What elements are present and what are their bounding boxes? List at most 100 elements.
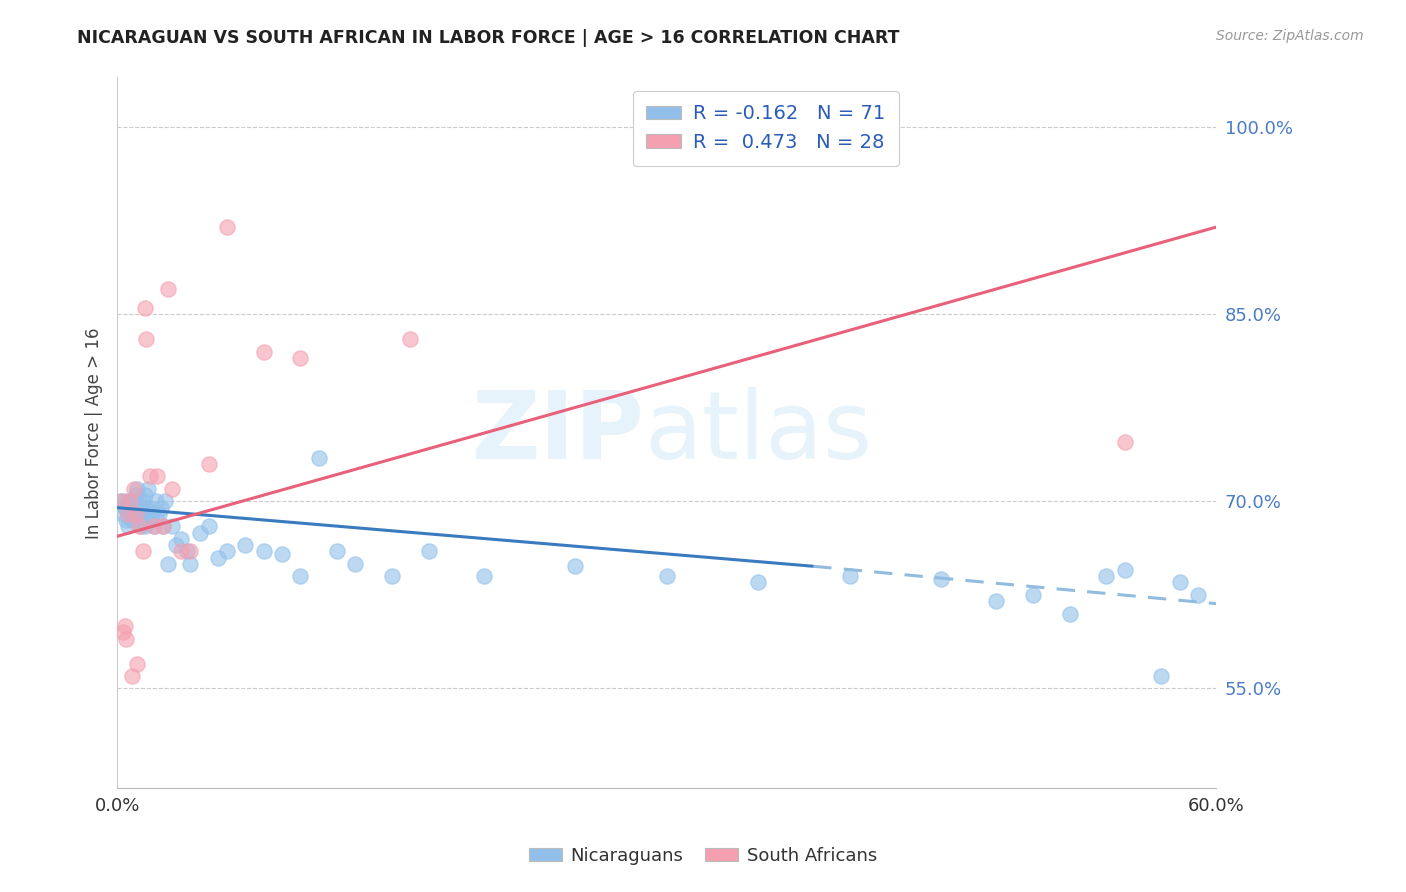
Point: [139, 469, 162, 483]
Point: [127, 482, 149, 496]
Point: [118, 494, 141, 508]
Point: [1095, 569, 1118, 583]
Point: [117, 507, 139, 521]
Point: [135, 500, 157, 515]
Point: [134, 519, 156, 533]
Text: NICARAGUAN VS SOUTH AFRICAN IN LABOR FORCE | AGE > 16 CORRELATION CHART: NICARAGUAN VS SOUTH AFRICAN IN LABOR FOR…: [77, 29, 900, 46]
Point: [381, 569, 404, 583]
Point: [157, 557, 180, 571]
Point: [290, 569, 312, 583]
Point: [121, 500, 143, 515]
Point: [1150, 669, 1173, 683]
Point: [152, 519, 174, 533]
Point: [326, 544, 349, 558]
Point: [271, 547, 294, 561]
Point: [127, 657, 149, 671]
Point: [142, 519, 165, 533]
Point: [117, 509, 139, 524]
Point: [564, 559, 586, 574]
Point: [1168, 575, 1191, 590]
Point: [139, 513, 162, 527]
Point: [134, 301, 156, 315]
Point: [655, 569, 678, 583]
Point: [114, 619, 136, 633]
Point: [207, 550, 229, 565]
Point: [931, 572, 953, 586]
Point: [122, 482, 145, 496]
Point: [217, 544, 239, 558]
Point: [142, 519, 165, 533]
Point: [197, 519, 219, 533]
Point: [145, 494, 167, 508]
Point: [118, 504, 141, 518]
Point: [253, 344, 276, 359]
Text: atlas: atlas: [645, 387, 873, 479]
Text: ZIP: ZIP: [472, 387, 645, 479]
Point: [117, 519, 139, 533]
Point: [114, 500, 136, 515]
Point: [115, 500, 138, 515]
Point: [122, 507, 145, 521]
Point: [146, 469, 169, 483]
Point: [141, 507, 163, 521]
Point: [170, 544, 193, 558]
Point: [129, 500, 152, 515]
Y-axis label: In Labor Force | Age > 16: In Labor Force | Age > 16: [86, 327, 103, 539]
Point: [121, 669, 143, 683]
Point: [118, 494, 141, 508]
Point: [122, 497, 145, 511]
Point: [111, 625, 134, 640]
Point: [165, 538, 187, 552]
Point: [838, 569, 860, 583]
Point: [136, 482, 159, 496]
Point: [129, 519, 152, 533]
Point: [115, 632, 138, 646]
Point: [157, 282, 180, 296]
Point: [150, 500, 173, 515]
Point: [128, 494, 150, 508]
Point: [1114, 563, 1136, 577]
Point: [290, 351, 312, 365]
Point: [179, 557, 201, 571]
Point: [128, 509, 150, 524]
Point: [418, 544, 440, 558]
Point: [197, 457, 219, 471]
Point: [160, 519, 183, 533]
Point: [188, 525, 211, 540]
Point: [114, 494, 136, 508]
Point: [115, 513, 138, 527]
Point: [747, 575, 769, 590]
Point: [1187, 588, 1209, 602]
Point: [344, 557, 367, 571]
Point: [170, 532, 193, 546]
Point: [308, 450, 330, 465]
Text: Source: ZipAtlas.com: Source: ZipAtlas.com: [1216, 29, 1364, 43]
Point: [1059, 607, 1081, 621]
Point: [160, 482, 183, 496]
Point: [132, 509, 155, 524]
Point: [152, 519, 174, 533]
Point: [127, 500, 149, 515]
Point: [986, 594, 1008, 608]
Point: [217, 220, 239, 235]
Legend: Nicaraguans, South Africans: Nicaraguans, South Africans: [522, 840, 884, 872]
Point: [153, 494, 176, 508]
Point: [110, 494, 132, 508]
Point: [124, 513, 146, 527]
Point: [179, 544, 201, 558]
Point: [134, 488, 156, 502]
Point: [128, 519, 150, 533]
Point: [1114, 434, 1136, 449]
Point: [253, 544, 276, 558]
Point: [135, 332, 157, 346]
Point: [132, 494, 155, 508]
Point: [399, 332, 422, 346]
Point: [472, 569, 495, 583]
Point: [176, 544, 198, 558]
Point: [111, 507, 134, 521]
Point: [235, 538, 257, 552]
Point: [121, 513, 143, 527]
Point: [124, 488, 146, 502]
Point: [146, 513, 169, 527]
Point: [148, 507, 170, 521]
